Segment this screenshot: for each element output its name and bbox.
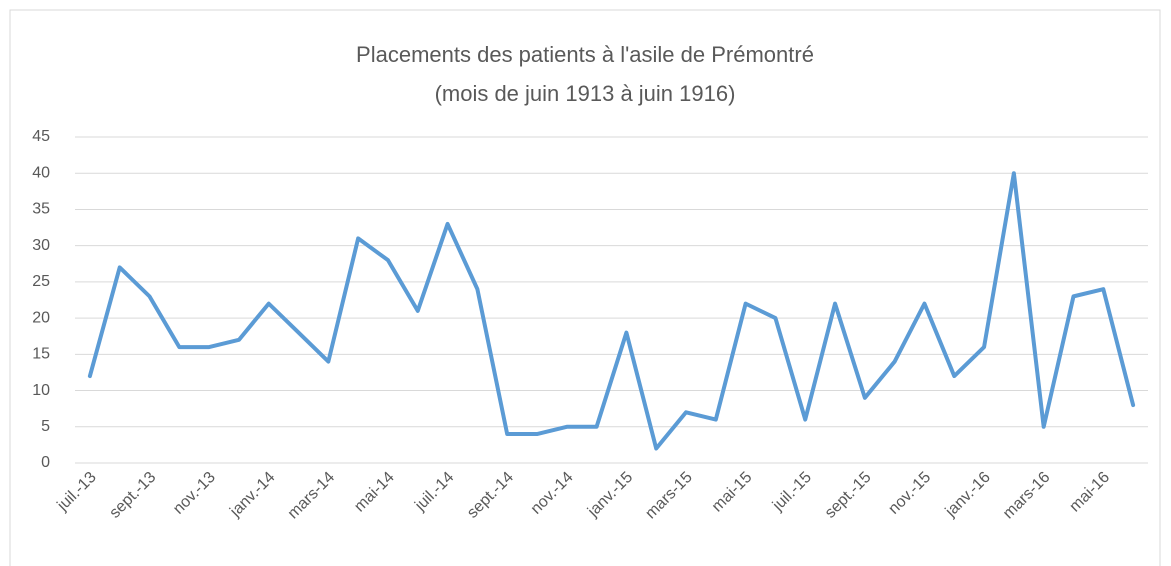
chart-subtitle: (mois de juin 1913 à juin 1916)	[435, 81, 736, 106]
y-tick-label: 40	[32, 164, 50, 181]
y-tick-label: 10	[32, 382, 50, 399]
y-tick-label: 45	[32, 128, 50, 145]
y-tick-label: 30	[32, 237, 50, 254]
y-tick-label: 20	[32, 309, 50, 326]
y-tick-label: 0	[41, 454, 50, 471]
y-tick-label: 35	[32, 201, 50, 218]
chart-title: Placements des patients à l'asile de Pré…	[356, 42, 814, 67]
y-tick-label: 25	[32, 273, 50, 290]
y-tick-label: 5	[41, 418, 50, 435]
chart-frame	[9, 9, 1161, 566]
y-tick-label: 15	[32, 346, 50, 363]
series-line	[87, 171, 1136, 451]
